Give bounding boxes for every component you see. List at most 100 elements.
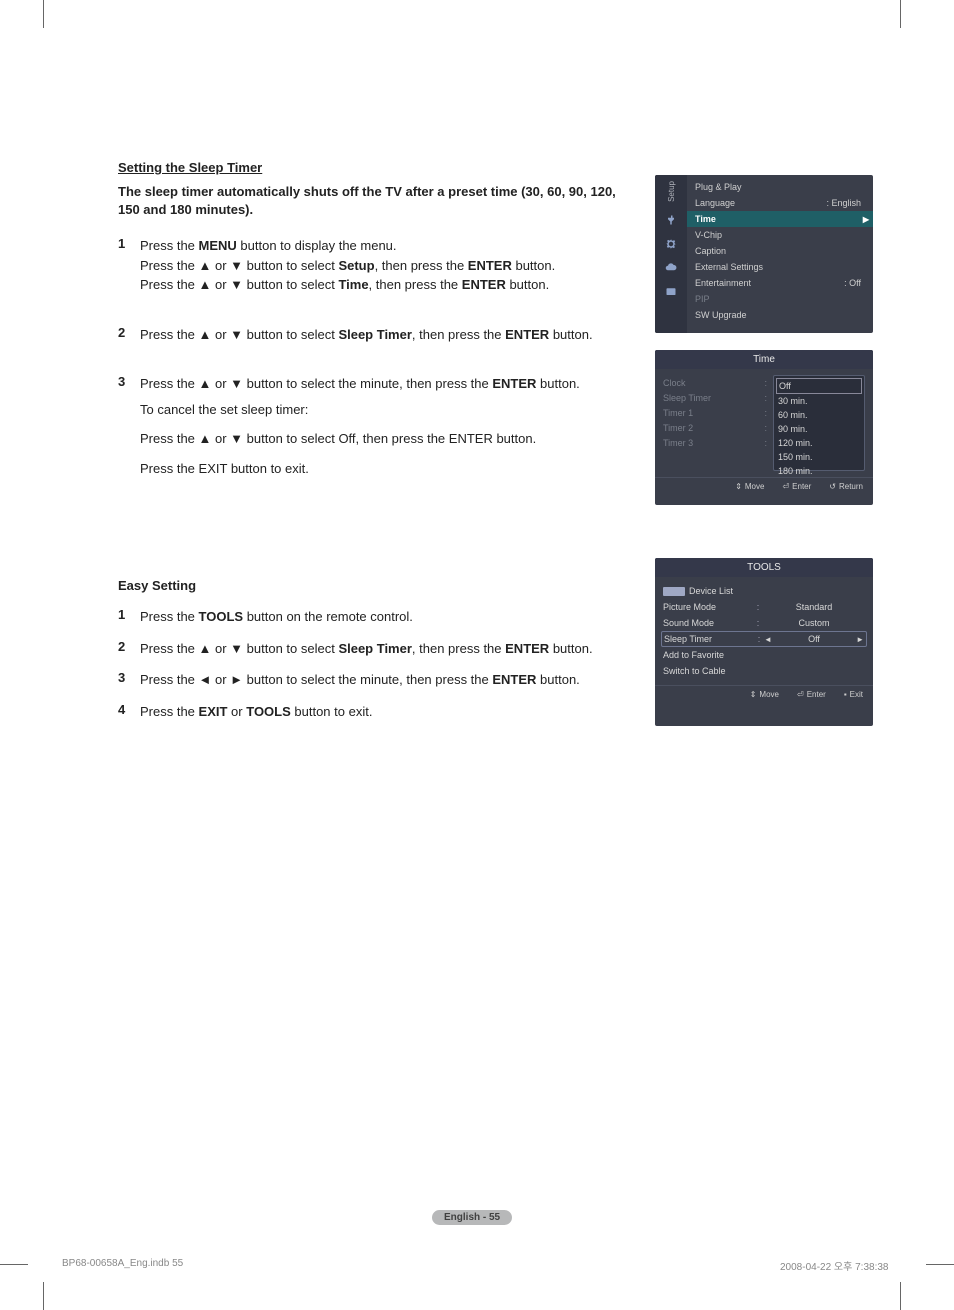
easy-step-row: 1Press the TOOLS button on the remote co…	[118, 607, 658, 627]
time-option: 60 min.	[778, 408, 860, 422]
tools-menu-item: Switch to Cable	[663, 663, 865, 679]
tools-panel-footer: Move Enter Exit	[655, 685, 873, 703]
left-arrow-icon: ◄	[764, 635, 772, 644]
time-option: 120 min.	[778, 436, 860, 450]
step-row: 2Press the ▲ or ▼ button to select Sleep…	[118, 325, 658, 345]
time-left-item: Sleep Timer:	[663, 390, 767, 405]
footer-move: Move	[750, 690, 779, 699]
time-option: 30 min.	[778, 394, 860, 408]
step-body: Press the MENU button to display the men…	[140, 236, 658, 295]
step-subhead: To cancel the set sleep timer:	[140, 400, 660, 420]
menu-item-label: External Settings	[695, 262, 763, 272]
setup-side: Setup	[655, 175, 687, 333]
time-left-col: Clock:Sleep Timer:Timer 1:Timer 2:Timer …	[663, 375, 767, 471]
step-subline: Press the EXIT button to exit.	[140, 459, 660, 479]
time-left-item: Timer 3:	[663, 435, 767, 450]
tools-body: Device ListPicture Mode:StandardSound Mo…	[655, 577, 873, 685]
step-body: Press the ▲ or ▼ button to select Sleep …	[140, 639, 658, 659]
step-number: 3	[118, 670, 140, 690]
time-panel-footer: Move Enter Return	[655, 477, 873, 495]
separator: :	[753, 602, 763, 612]
tools-item-value: Custom	[763, 618, 865, 628]
crop-mark	[0, 1264, 28, 1265]
crop-mark	[43, 1282, 44, 1310]
print-footer-left: BP68-00658A_Eng.indb 55	[62, 1258, 183, 1269]
step-number: 1	[118, 236, 140, 295]
footer-move: Move	[735, 482, 764, 491]
tools-menu-item: Sound Mode:Custom	[663, 615, 865, 631]
menu-item-label: Language	[695, 198, 735, 208]
easy-step-row: 3Press the ◄ or ► button to select the m…	[118, 670, 658, 690]
time-option: 90 min.	[778, 422, 860, 436]
time-option: 180 min.	[778, 464, 860, 478]
tools-item-label: Sound Mode	[663, 618, 753, 628]
menu-item-label: Caption	[695, 246, 726, 256]
separator: :	[754, 634, 764, 644]
menu-item-label: PIP	[695, 294, 710, 304]
footer-return: Return	[829, 482, 863, 491]
menu-item-label: Entertainment	[695, 278, 751, 288]
cloud-icon	[665, 262, 677, 274]
setup-menu-panel: Setup Plug & Play Language : English Time V-…	[655, 175, 873, 333]
crop-mark	[926, 1264, 954, 1265]
tools-item-value: Off	[808, 634, 820, 644]
screen-icon	[665, 286, 677, 298]
gear-icon	[665, 238, 677, 250]
section-title: Setting the Sleep Timer	[118, 160, 888, 175]
setup-side-label: Setup	[667, 181, 676, 202]
step-body: Press the TOOLS button on the remote con…	[140, 607, 658, 627]
step-row: 1Press the MENU button to display the me…	[118, 236, 658, 295]
tools-panel-title: TOOLS	[655, 558, 873, 577]
tools-item-label: Sleep Timer	[664, 634, 754, 644]
setup-menu-item: Time	[687, 211, 873, 227]
print-footer-right: 2008-04-22 오후 7:38:38	[780, 1258, 888, 1273]
setup-menu-item: SW Upgrade	[695, 307, 867, 323]
tools-menu-item: Device List	[663, 583, 865, 599]
menu-item-label: V-Chip	[695, 230, 722, 240]
time-panel-title: Time	[655, 350, 873, 369]
tools-item-label: Picture Mode	[663, 602, 753, 612]
setup-menu-item: Entertainment : Off	[695, 275, 867, 291]
step-body: Press the ▲ or ▼ button to select Sleep …	[140, 325, 658, 345]
plug-icon	[665, 214, 677, 226]
tools-item-value: Standard	[763, 602, 865, 612]
step-row: 3Press the ▲ or ▼ button to select the m…	[118, 374, 658, 394]
menu-item-value: : English	[826, 198, 861, 208]
time-option: 150 min.	[778, 450, 860, 464]
menu-item-label: Time	[695, 214, 716, 224]
page-number-badge: English - 55	[432, 1210, 512, 1225]
menu-item-label: Plug & Play	[695, 182, 742, 192]
tools-item-label: Switch to Cable	[663, 666, 753, 676]
setup-menu-item: Plug & Play	[695, 179, 867, 195]
right-arrow-icon: ►	[856, 635, 864, 644]
crop-mark	[900, 1282, 901, 1310]
footer-enter: Enter	[797, 690, 826, 699]
footer-enter: Enter	[782, 482, 811, 491]
setup-menu-item: External Settings	[695, 259, 867, 275]
time-left-item: Timer 2:	[663, 420, 767, 435]
time-left-item: Timer 1:	[663, 405, 767, 420]
setup-menu-item: Language : English	[695, 195, 867, 211]
menu-item-label: SW Upgrade	[695, 310, 747, 320]
step-subline: Press the ▲ or ▼ button to select Off, t…	[140, 429, 660, 449]
step-number: 4	[118, 702, 140, 722]
setup-menu-item: Caption	[695, 243, 867, 259]
intro-text: The sleep timer automatically shuts off …	[118, 183, 628, 218]
menu-item-value: : Off	[844, 278, 861, 288]
separator: :	[753, 618, 763, 628]
step-body: Press the ◄ or ► button to select the mi…	[140, 670, 658, 690]
step-body: Press the ▲ or ▼ button to select the mi…	[140, 374, 658, 394]
tools-menu-item: Sleep Timer:◄ Off ►	[661, 631, 867, 647]
time-menu-panel: Time Clock:Sleep Timer:Timer 1:Timer 2:T…	[655, 350, 873, 505]
setup-main: Plug & Play Language : English Time V-Chip Ca…	[687, 175, 873, 333]
time-options: Off30 min.60 min.90 min.120 min.150 min.…	[773, 375, 865, 471]
crop-mark	[43, 0, 44, 28]
easy-step-row: 2Press the ▲ or ▼ button to select Sleep…	[118, 639, 658, 659]
tools-menu-item: Picture Mode:Standard	[663, 599, 865, 615]
step-number: 1	[118, 607, 140, 627]
step-body: Press the EXIT or TOOLS button to exit.	[140, 702, 658, 722]
footer-exit: Exit	[844, 690, 863, 699]
time-left-item: Clock:	[663, 375, 767, 390]
step-number: 3	[118, 374, 140, 394]
easy-step-row: 4Press the EXIT or TOOLS button to exit.	[118, 702, 658, 722]
